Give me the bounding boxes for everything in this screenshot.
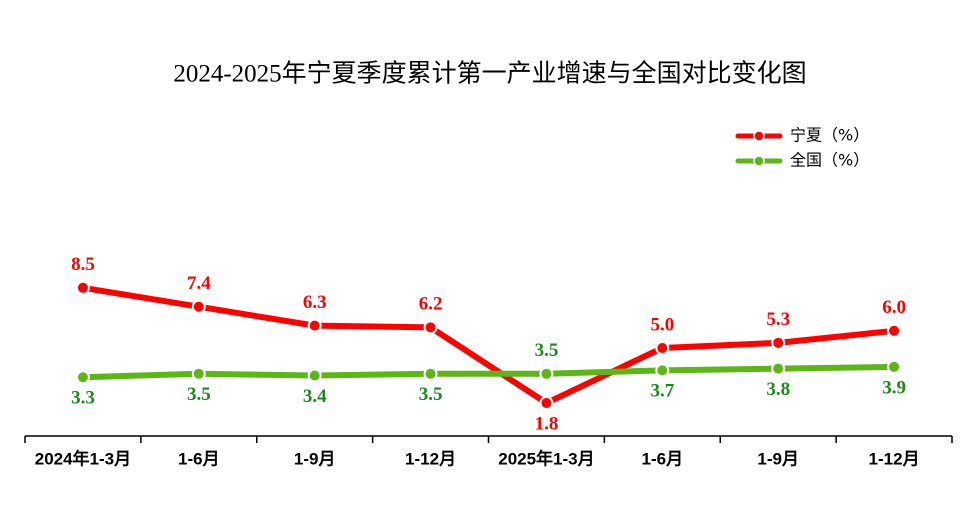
data-point (75, 370, 90, 385)
data-label: 3.5 (535, 340, 559, 361)
legend-label: 全国（%） (790, 151, 869, 170)
data-label: 3.5 (419, 384, 443, 405)
chart-title: 2024-2025年宁夏季度累计第一产业增速与全国对比变化图 (173, 60, 806, 88)
data-label: 3.7 (650, 381, 674, 402)
data-point (655, 341, 670, 355)
x-tick-label: 1-9月 (757, 449, 799, 468)
data-label: 5.0 (650, 314, 674, 335)
data-label: 3.9 (882, 377, 906, 398)
series-line (79, 363, 898, 381)
x-tick-label: 1-12月 (405, 449, 456, 468)
data-point (887, 359, 902, 374)
data-point (423, 320, 438, 335)
data-point (191, 299, 206, 314)
series-line (79, 284, 898, 407)
data-point (307, 318, 322, 333)
data-label: 3.3 (71, 388, 95, 409)
data-label: 8.5 (71, 254, 95, 275)
data-label: 3.4 (303, 386, 327, 407)
data-label: 3.8 (766, 379, 790, 400)
data-point (771, 361, 786, 376)
data-point (539, 396, 554, 411)
data-point (887, 323, 902, 338)
data-point (539, 366, 554, 381)
data-point (655, 363, 670, 378)
data-label: 7.4 (187, 273, 211, 294)
data-point (75, 280, 90, 295)
data-label: 1.8 (535, 413, 559, 434)
x-tick-label: 1-12月 (869, 449, 920, 468)
legend-marker (753, 155, 765, 167)
x-tick-label: 1-6月 (178, 449, 220, 468)
data-point (191, 366, 206, 381)
x-tick-label: 1-9月 (294, 449, 336, 468)
data-point (307, 368, 322, 383)
data-label: 6.3 (303, 292, 327, 313)
x-tick-label: 2024年1-3月 (35, 448, 131, 468)
x-tick-label: 1-6月 (642, 449, 684, 468)
data-label: 6.0 (882, 297, 906, 318)
data-point (423, 366, 438, 381)
data-label: 6.2 (419, 294, 443, 315)
x-tick-label: 2025年1-3月 (498, 448, 594, 468)
data-label: 3.5 (187, 384, 211, 405)
legend-marker (753, 130, 765, 142)
data-label: 5.3 (766, 309, 790, 330)
data-point (771, 335, 786, 350)
legend-label: 宁夏（%） (790, 126, 869, 145)
